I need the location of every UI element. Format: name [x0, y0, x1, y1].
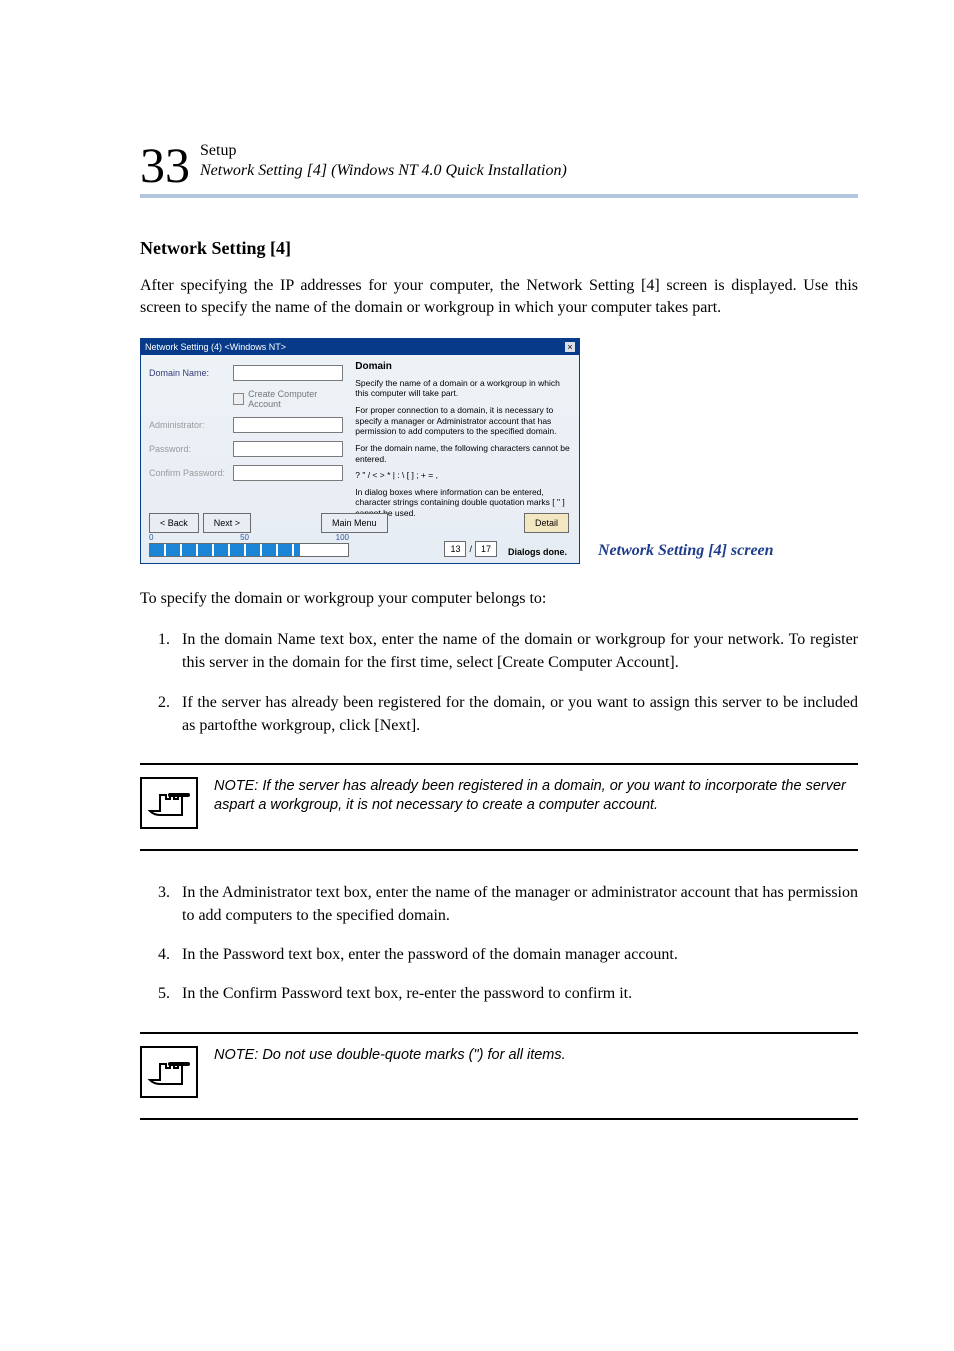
- administrator-label: Administrator:: [149, 420, 233, 430]
- screenshot-row: Network Setting (4) <Windows NT> × Domai…: [140, 338, 858, 564]
- header-subtitle: Network Setting [4] (Windows NT 4.0 Quic…: [200, 162, 567, 180]
- progress-0: 0: [149, 533, 153, 542]
- step-2: If the server has already been registere…: [174, 691, 858, 737]
- header-rule: [140, 194, 858, 198]
- password-input[interactable]: [233, 441, 343, 457]
- pointing-hand-icon: [140, 777, 198, 829]
- dialog-titlebar: Network Setting (4) <Windows NT> ×: [141, 339, 579, 355]
- password-label: Password:: [149, 444, 233, 454]
- progress-fill: [150, 544, 300, 556]
- domain-name-input[interactable]: [233, 365, 343, 381]
- help-p3: For the domain name, the following chara…: [355, 443, 571, 464]
- dialog-title: Network Setting (4) <Windows NT>: [145, 342, 286, 352]
- chapter-header: 33 Setup Network Setting [4] (Windows NT…: [140, 140, 858, 198]
- create-account-checkbox[interactable]: [233, 393, 244, 405]
- pre-steps: To specify the domain or workgroup your …: [140, 588, 858, 610]
- note-block-1: NOTE: If the server has already been reg…: [140, 763, 858, 851]
- note-block-2: NOTE: Do not use double-quote marks (") …: [140, 1032, 858, 1120]
- help-p1: Specify the name of a domain or a workgr…: [355, 378, 571, 399]
- step-5: In the Confirm Password text box, re-ent…: [174, 982, 858, 1005]
- counter-current: 13: [444, 541, 466, 557]
- confirm-password-input[interactable]: [233, 465, 343, 481]
- dialogs-done-label: Dialogs done.: [508, 547, 567, 557]
- confirm-password-label: Confirm Password:: [149, 468, 233, 478]
- help-p2: For proper connection to a domain, it is…: [355, 405, 571, 437]
- header-text-block: Setup Network Setting [4] (Windows NT 4.…: [200, 142, 567, 180]
- progress-100: 100: [336, 533, 349, 542]
- step-1: In the domain Name text box, enter the n…: [174, 628, 858, 674]
- note-1-text: NOTE: If the server has already been reg…: [214, 777, 858, 816]
- main-menu-button[interactable]: Main Menu: [321, 513, 388, 533]
- help-heading: Domain: [355, 361, 571, 372]
- note-2-text: NOTE: Do not use double-quote marks (") …: [214, 1046, 566, 1066]
- detail-button[interactable]: Detail: [524, 513, 569, 533]
- dialog-screenshot: Network Setting (4) <Windows NT> × Domai…: [140, 338, 580, 564]
- chapter-number: 33: [140, 140, 190, 190]
- step-4: In the Password text box, enter the pass…: [174, 943, 858, 966]
- help-p4: ? " / < > * | : \ [ ] ; + = ,: [355, 470, 571, 481]
- domain-name-label: Domain Name:: [149, 368, 233, 378]
- steps-list-b: In the Administrator text box, enter the…: [140, 881, 858, 1006]
- administrator-input[interactable]: [233, 417, 343, 433]
- progress-scale: 0 50 100: [149, 533, 349, 542]
- progress-bar: [149, 543, 349, 557]
- pointing-hand-icon: [140, 1046, 198, 1098]
- progress-50: 50: [240, 533, 249, 542]
- back-button[interactable]: < Back: [149, 513, 199, 533]
- section-title: Network Setting [4]: [140, 238, 858, 259]
- counter-total: 17: [475, 541, 497, 557]
- steps-list-a: In the domain Name text box, enter the n…: [140, 628, 858, 737]
- dialog-left-pane: Domain Name: Create Computer Account Adm…: [141, 355, 351, 515]
- screenshot-caption: Network Setting [4] screen: [598, 542, 774, 560]
- step-3: In the Administrator text box, enter the…: [174, 881, 858, 927]
- close-icon[interactable]: ×: [565, 342, 575, 352]
- counter-sep: /: [469, 544, 472, 554]
- create-account-label: Create Computer Account: [248, 389, 343, 409]
- dialog-right-pane: Domain Specify the name of a domain or a…: [351, 355, 579, 515]
- dialog-counter: 13 / 17: [444, 541, 497, 557]
- next-button[interactable]: Next >: [203, 513, 251, 533]
- header-title: Setup: [200, 142, 567, 160]
- intro-paragraph: After specifying the IP addresses for yo…: [140, 275, 858, 320]
